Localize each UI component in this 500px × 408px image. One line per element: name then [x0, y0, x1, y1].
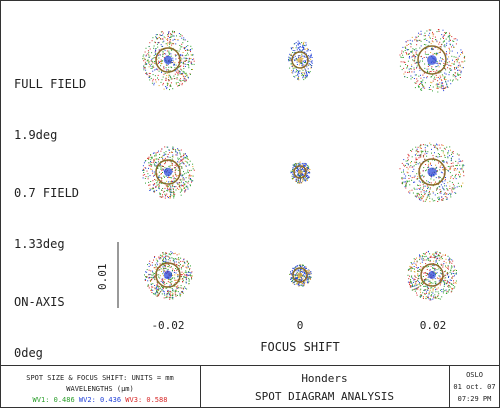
spot-diagram [142, 146, 195, 199]
x-tick-label: 0 [296, 319, 304, 332]
row-field-angle: 1.9deg [14, 128, 58, 142]
time-text: 07:29 PM [457, 395, 492, 403]
spot-diagram [399, 29, 466, 93]
spot-diagram [144, 251, 193, 300]
spot-diagram [290, 161, 311, 184]
row-label-07-field: 0.7 FIELD 1.33deg [14, 151, 79, 270]
wavelength-1: WV1: 0.486 [32, 396, 75, 404]
analysis-title: SPOT DIAGRAM ANALYSIS [254, 390, 395, 403]
date-text: 01 oct. 07 [453, 383, 496, 391]
title-block-right: OSLO 01 oct. 07 07:29 PM [450, 366, 499, 408]
row-field-angle: 1.33deg [14, 237, 65, 251]
spot-diagram-grid [117, 29, 466, 308]
spot-diagram [399, 142, 465, 203]
row-field-name: ON-AXIS [14, 295, 65, 309]
row-label-on-axis: ON-AXIS 0deg [14, 260, 65, 379]
lens-title: Honders [301, 372, 348, 385]
spot-diagram [288, 40, 313, 81]
spot-diagram [142, 30, 195, 91]
x-axis-title: FOCUS SHIFT [260, 340, 340, 354]
title-block: SPOT SIZE & FOCUS SHIFT: UNITS = mm WAVE… [0, 365, 499, 408]
wavelength-list: WV1: 0.486 WV2: 0.436 WV3: 0.588 [0, 395, 200, 406]
units-text: SPOT SIZE & FOCUS SHIFT: UNITS = mm [26, 374, 174, 382]
row-field-angle: 0deg [14, 346, 43, 360]
title-block-left: SPOT SIZE & FOCUS SHIFT: UNITS = mm WAVE… [0, 366, 201, 408]
row-field-name: FULL FIELD [14, 77, 87, 91]
spot-diagram [289, 264, 312, 287]
row-field-name: 0.7 FIELD [14, 186, 80, 200]
wavelength-3: WV3: 0.588 [125, 396, 168, 404]
program-name: OSLO [466, 371, 483, 379]
spot-diagram [407, 250, 457, 301]
x-tick-label: -0.02 [151, 319, 185, 332]
title-block-center: Honders SPOT DIAGRAM ANALYSIS [200, 366, 450, 408]
x-tick-label: 0.02 [419, 319, 447, 332]
row-label-full-field: FULL FIELD 1.9deg [14, 42, 86, 161]
wavelength-2: WV2: 0.436 [78, 396, 122, 404]
wavelengths-label: WAVELENGTHS (µm) [66, 385, 134, 393]
